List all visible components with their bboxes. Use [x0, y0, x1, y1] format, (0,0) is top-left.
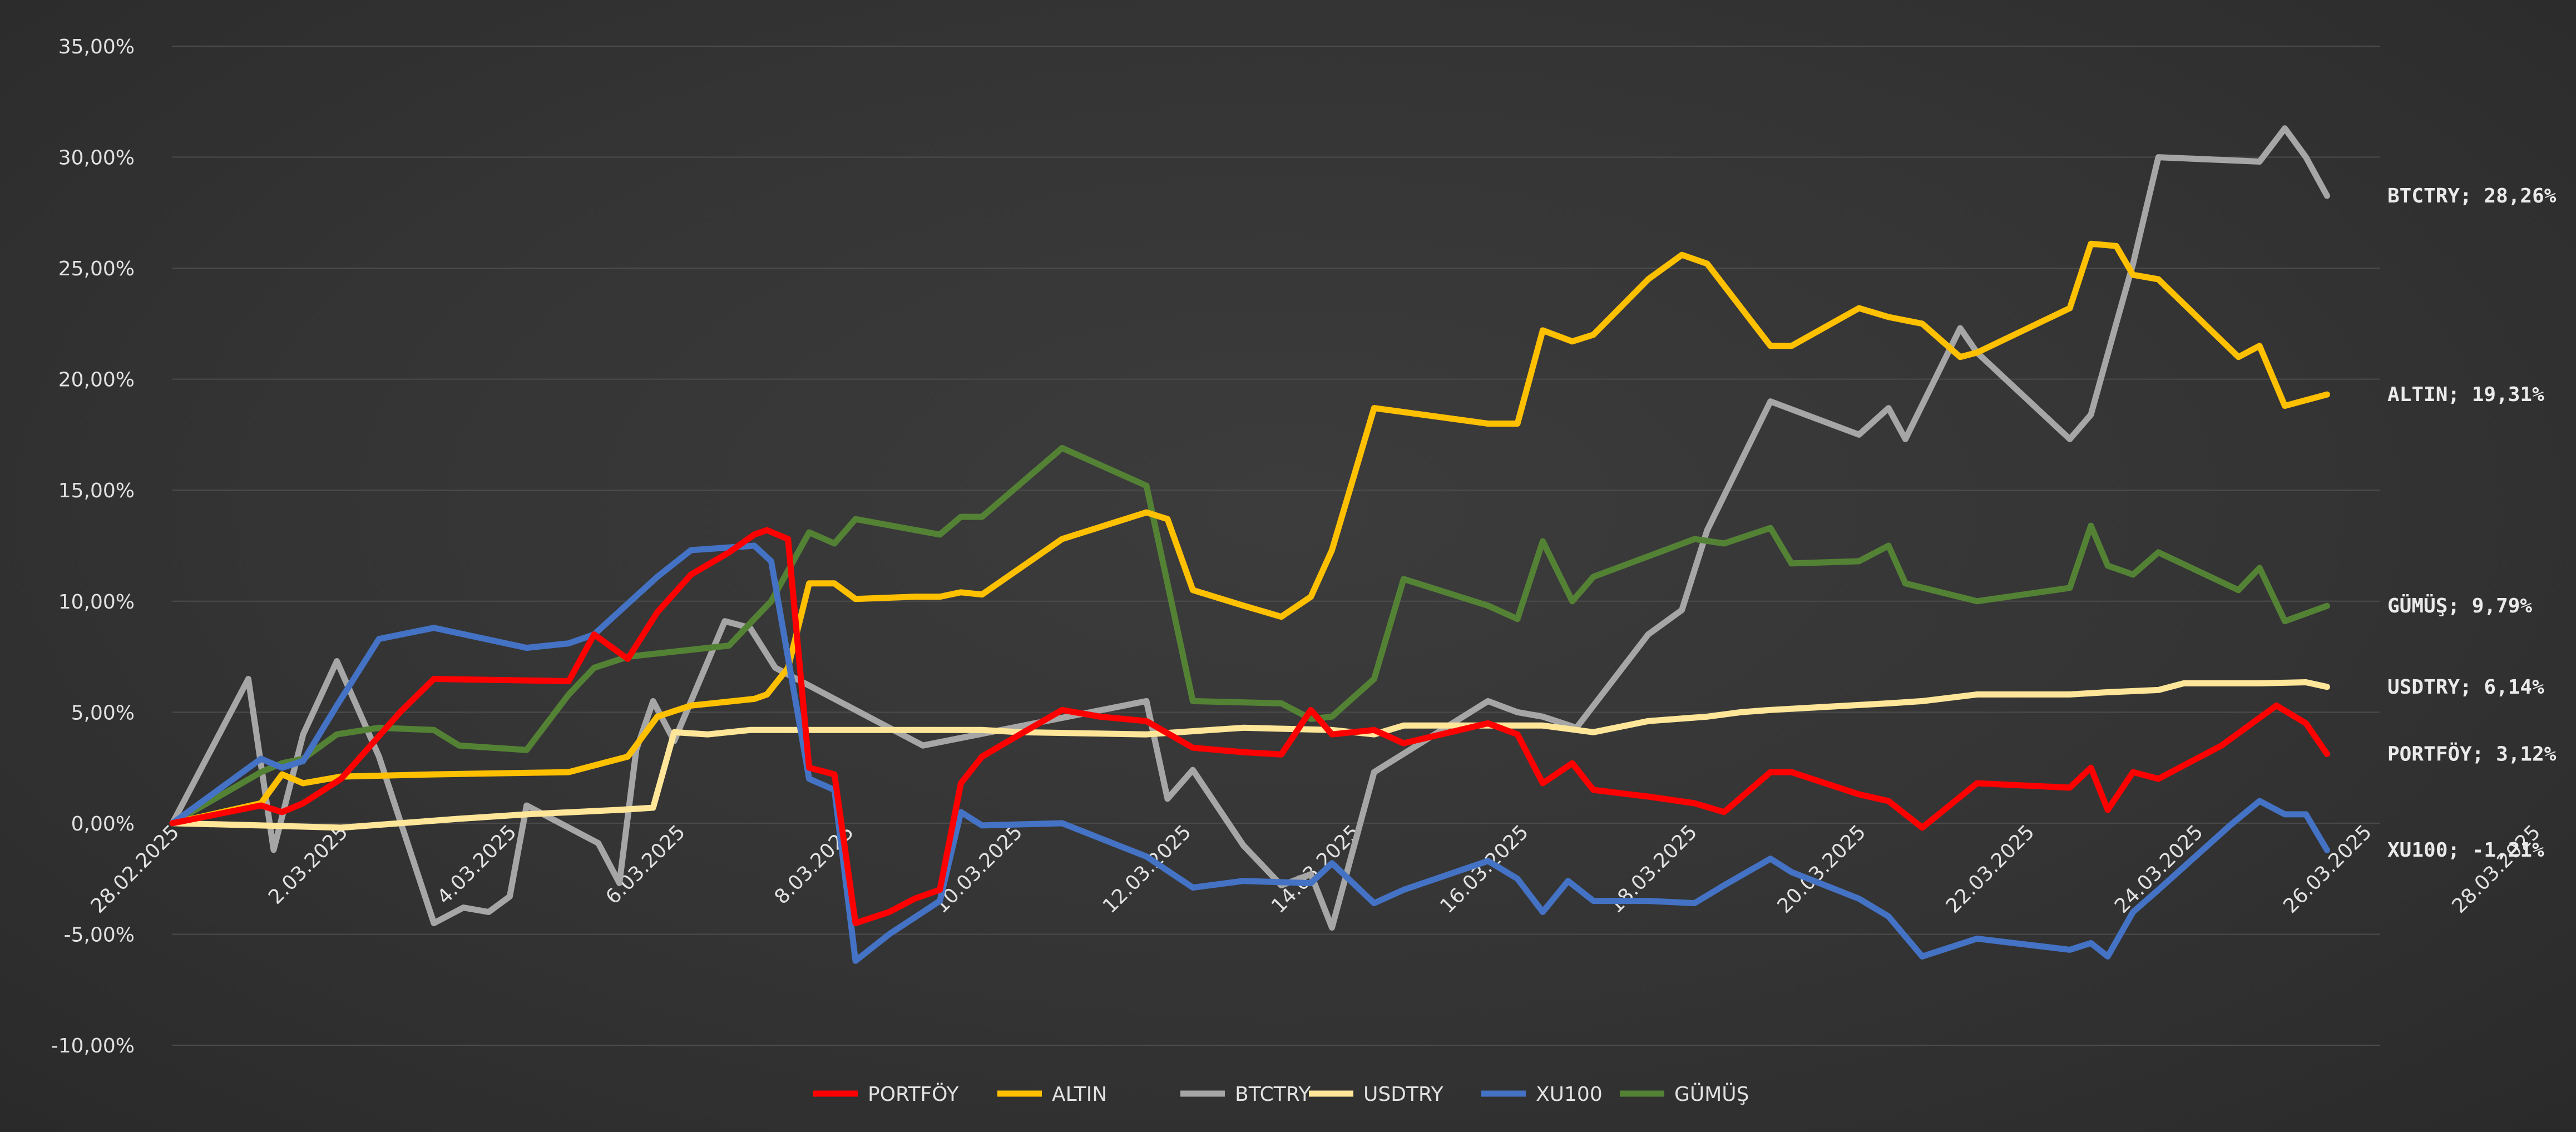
x-axis-tick-labels: 28.02.2025 2.03.2025 4.03.2025 6.03.2025 8.0…	[87, 820, 2545, 918]
x-tick-label: 24.03.2025	[2110, 820, 2208, 918]
legend-label: PORTFÖY	[868, 1082, 960, 1106]
series-line-altin	[169, 240, 2330, 827]
legend: PORTFÖY ALTIN BTCTRY USDTRY XU100 GÜMÜŞ	[813, 1082, 1749, 1106]
y-tick-label: 5,00%	[71, 701, 135, 724]
x-tick-label: 26.03.2025	[2279, 820, 2376, 918]
series-line-xu100	[169, 542, 2330, 964]
legend-label: GÜMÜŞ	[1674, 1082, 1749, 1106]
end-label: ALTIN; 19,31%	[2387, 383, 2544, 406]
y-tick-label: 35,00%	[58, 36, 135, 58]
legend-label: BTCTRY	[1235, 1083, 1311, 1106]
end-label: USDTRY; 6,14%	[2387, 676, 2544, 699]
y-tick-label: -10,00%	[51, 1035, 135, 1057]
legend-label: ALTIN	[1052, 1083, 1107, 1106]
y-tick-label: 30,00%	[58, 147, 135, 170]
series-lines	[169, 125, 2330, 964]
x-tick-label: 28.03.2025	[2448, 820, 2545, 918]
y-tick-label: 25,00%	[58, 258, 135, 280]
legend-label: USDTRY	[1363, 1083, 1444, 1106]
series-line-gumus	[169, 444, 2330, 827]
end-label: XU100; -1,21%	[2387, 839, 2544, 862]
y-tick-label: 15,00%	[58, 480, 135, 502]
x-tick-label: 22.03.2025	[1942, 820, 2039, 918]
y-tick-label: 0,00%	[71, 813, 135, 836]
x-tick-label: 6.03.2025	[601, 820, 690, 909]
series-line-portfoy	[169, 527, 2330, 926]
y-tick-label: 10,00%	[58, 591, 135, 614]
y-tick-label: 20,00%	[58, 369, 135, 392]
end-label: PORTFÖY; 3,12%	[2387, 742, 2557, 765]
legend-label: XU100	[1536, 1083, 1603, 1106]
x-tick-label: 12.03.2025	[1099, 820, 1196, 918]
y-tick-label: -5,00%	[64, 923, 135, 946]
end-label: GÜMÜŞ; 9,79%	[2387, 594, 2532, 617]
series-line-btctry	[169, 125, 2330, 931]
gridlines	[172, 46, 2380, 1046]
x-tick-label: 16.03.2025	[1436, 820, 1533, 918]
series-end-labels: PORTFÖY; 3,12% ALTIN; 19,31% BTCTRY; 28,26…	[2387, 185, 2557, 862]
end-label: BTCTRY; 28,26%	[2387, 185, 2557, 207]
y-axis-tick-labels: -10,00% -5,00% 0,00% 5,00% 10,00% 15,00% 20,00…	[51, 36, 135, 1057]
